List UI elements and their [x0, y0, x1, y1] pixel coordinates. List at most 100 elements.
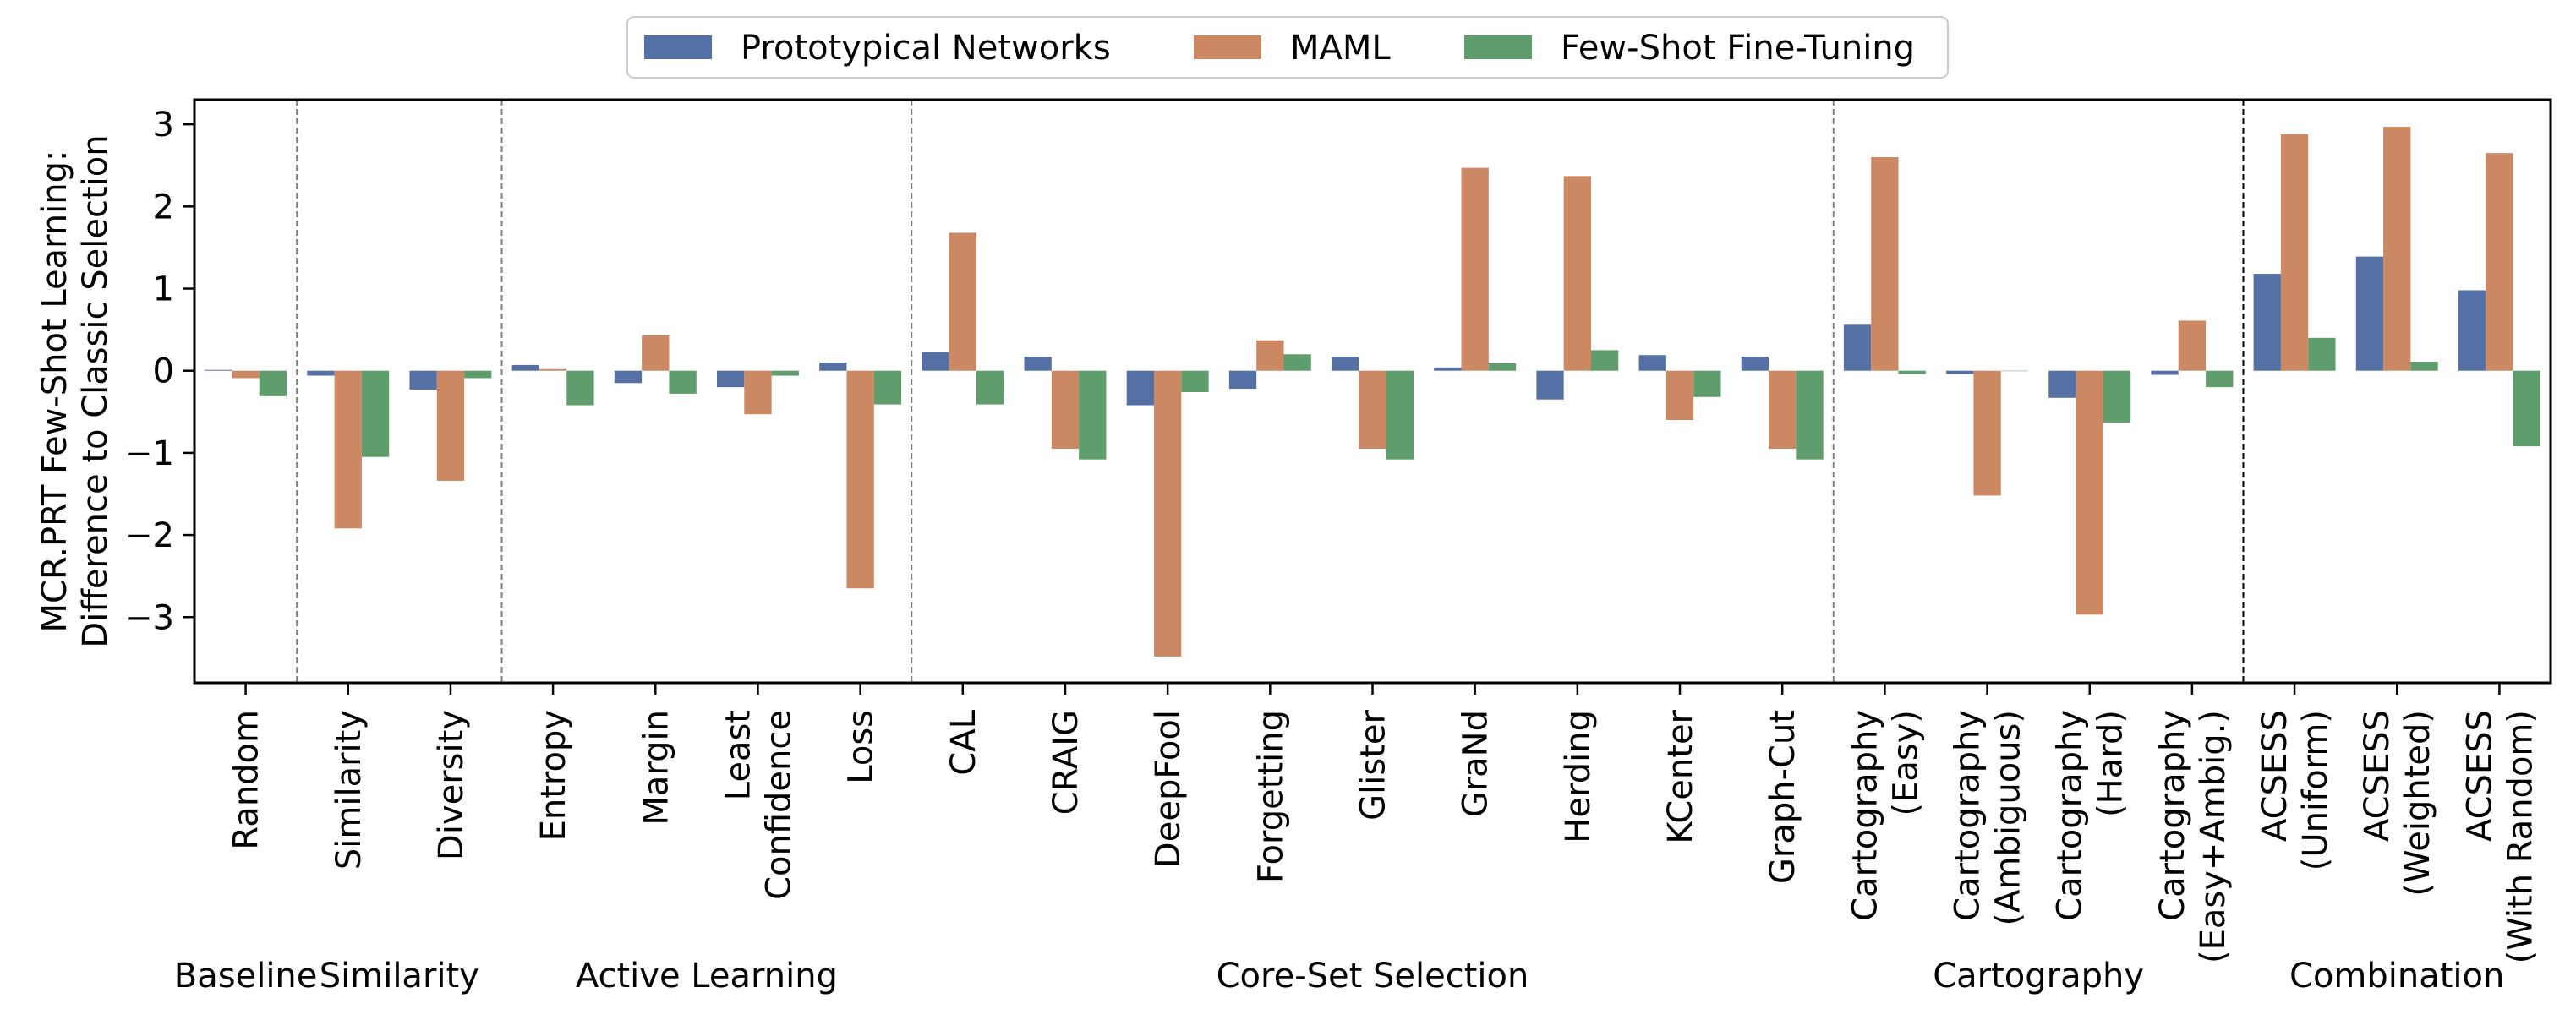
bar-prototypical-networks-9: [1126, 370, 1154, 406]
bar-maml-13: [1563, 176, 1591, 371]
legend: Prototypical Networks MAML Few-Shot Fine-T…: [626, 16, 1949, 79]
group-label-active-learning: Active Learning: [576, 957, 838, 995]
bar-few-shot-fine-tuning-22: [2513, 370, 2540, 447]
bar-maml-8: [1051, 370, 1080, 450]
bar-prototypical-networks-17: [1946, 370, 1974, 374]
bar-prototypical-networks-8: [1024, 357, 1052, 371]
group-separators: [296, 100, 2245, 683]
bar-maml-20: [2280, 134, 2309, 371]
bars-layer: [205, 127, 2540, 657]
bar-few-shot-fine-tuning-14: [1693, 370, 1721, 397]
bar-maml-1: [334, 370, 362, 529]
bar-prototypical-networks-22: [2458, 290, 2486, 371]
bar-few-shot-fine-tuning-2: [464, 370, 492, 379]
y-tick-label: 2: [153, 188, 174, 226]
bar-few-shot-fine-tuning-4: [669, 370, 697, 394]
x-tick-label-cartography-easy-: Cartography(Easy): [1846, 710, 1925, 921]
bar-few-shot-fine-tuning-7: [976, 370, 1004, 405]
bar-prototypical-networks-4: [614, 370, 643, 384]
bar-maml-12: [1461, 167, 1489, 371]
x-tick-label-graph-cut: Graph-Cut: [1764, 710, 1802, 884]
legend-swatch-few-shot-fine-tuning: [1464, 35, 1532, 59]
bar-maml-18: [2076, 370, 2103, 615]
bar-prototypical-networks-7: [922, 352, 949, 371]
bar-few-shot-fine-tuning-18: [2103, 370, 2131, 423]
bar-prototypical-networks-20: [2253, 274, 2281, 371]
bar-maml-15: [1769, 370, 1797, 450]
bar-prototypical-networks-16: [1843, 324, 1872, 371]
x-tick-label-acsess-weighted-: ACSESS(Weighted): [2358, 710, 2437, 897]
bar-maml-7: [949, 232, 976, 371]
x-tick-label-margin: Margin: [637, 710, 675, 826]
legend-label-prototypical-networks: Prototypical Networks: [741, 29, 1111, 68]
bar-maml-16: [1871, 157, 1899, 371]
x-tick-label-acsess-with-random-: ACSESS(With Random): [2460, 710, 2540, 963]
x-tick-label-kcenter: KCenter: [1661, 709, 1700, 843]
bar-prototypical-networks-19: [2151, 370, 2179, 375]
x-tick-label-entropy: Entropy: [534, 710, 573, 841]
bar-prototypical-networks-3: [511, 364, 539, 371]
bar-maml-2: [436, 370, 465, 481]
bar-maml-0: [232, 370, 260, 379]
bar-few-shot-fine-tuning-21: [2410, 362, 2438, 371]
x-tick-label-cartography-ambiguous-: Cartography(Ambiguous): [1949, 710, 2028, 925]
bar-few-shot-fine-tuning-0: [259, 370, 287, 396]
x-tick-label-acsess-uniform-: ACSESS(Uniform): [2256, 710, 2335, 870]
bar-maml-17: [1973, 370, 2001, 496]
bar-maml-9: [1154, 370, 1182, 657]
x-tick-label-loss: Loss: [842, 710, 881, 784]
x-axis: Random Similarity Diversity Entropy Margin Le…: [227, 683, 2540, 963]
y-tick-label: −3: [124, 598, 174, 637]
y-axis-label: MCR.PRT Few-Shot Learning:Difference to …: [36, 134, 115, 647]
bar-prototypical-networks-21: [2355, 256, 2384, 371]
bar-prototypical-networks-13: [1536, 370, 1564, 400]
bar-prototypical-networks-0: [205, 369, 232, 371]
bar-prototypical-networks-10: [1228, 370, 1257, 390]
bar-prototypical-networks-18: [2048, 370, 2076, 398]
bar-maml-14: [1665, 370, 1694, 421]
x-tick-label-diversity: Diversity: [432, 710, 471, 860]
y-tick-label: 0: [153, 352, 174, 391]
bar-prototypical-networks-12: [1434, 367, 1462, 371]
x-tick-label-deepfool: DeepFool: [1149, 710, 1188, 868]
x-tick-label-least-confidence: LeastConfidence: [719, 710, 799, 900]
x-tick-label-cal: CAL: [944, 709, 983, 775]
x-tick-label-cartography-easy-ambig-: Cartography(Easy+Ambig.): [2153, 710, 2233, 963]
bar-few-shot-fine-tuning-8: [1079, 370, 1107, 460]
y-tick-label: 3: [153, 106, 174, 145]
x-tick-label-random: Random: [227, 710, 266, 850]
bar-few-shot-fine-tuning-20: [2308, 337, 2336, 371]
y-tick-label: 1: [153, 270, 174, 309]
bar-few-shot-fine-tuning-16: [1898, 370, 1926, 374]
legend-swatch-maml: [1194, 35, 1261, 59]
bar-few-shot-fine-tuning-17: [2000, 370, 2029, 372]
bar-prototypical-networks-14: [1638, 355, 1666, 371]
x-tick-label-similarity: Similarity: [330, 710, 369, 870]
bar-maml-11: [1359, 370, 1386, 450]
group-label-core-set-selection: Core-Set Selection: [1217, 957, 1529, 995]
bar-few-shot-fine-tuning-11: [1386, 370, 1414, 460]
bar-maml-19: [2178, 320, 2207, 371]
group-label-similarity: Similarity: [320, 957, 479, 995]
group-label-cartography: Cartography: [1933, 957, 2144, 995]
bar-prototypical-networks-2: [409, 370, 437, 390]
bar-few-shot-fine-tuning-5: [771, 370, 799, 376]
group-labels: Baseline Similarity Active Learning Core-Se…: [174, 957, 2505, 995]
bar-few-shot-fine-tuning-1: [361, 370, 390, 457]
y-tick-label: −1: [124, 434, 174, 473]
legend-swatch-prototypical-networks: [644, 35, 712, 59]
x-tick-label-glister: Glister: [1354, 709, 1393, 820]
bar-maml-10: [1256, 340, 1284, 371]
bar-few-shot-fine-tuning-15: [1796, 370, 1824, 460]
bar-maml-22: [2486, 153, 2513, 371]
legend-label-maml: MAML: [1290, 29, 1391, 68]
bar-few-shot-fine-tuning-19: [2206, 370, 2234, 388]
bar-few-shot-fine-tuning-6: [873, 370, 902, 405]
x-tick-label-herding: Herding: [1559, 710, 1598, 843]
bar-prototypical-networks-5: [716, 370, 745, 388]
bar-few-shot-fine-tuning-13: [1591, 350, 1619, 371]
x-tick-label-craig: CRAIG: [1047, 710, 1086, 815]
x-tick-label-cartography-hard-: Cartography(Hard): [2051, 710, 2130, 921]
group-label-combination: Combination: [2289, 957, 2504, 995]
bar-maml-3: [539, 368, 567, 371]
